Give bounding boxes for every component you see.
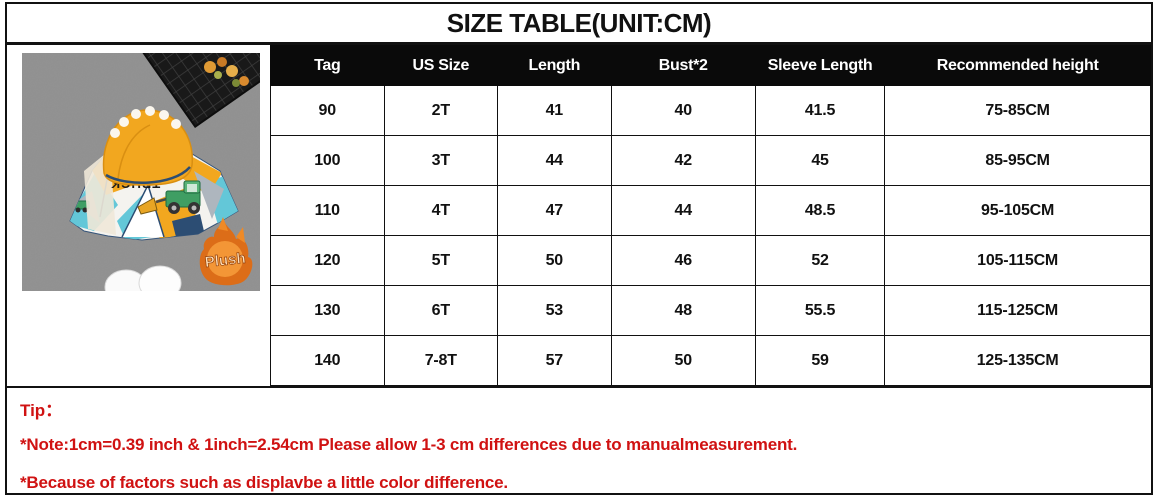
table-row: 140 7-8T 57 50 59 125-135CM (270, 335, 1151, 386)
header-cell: US Size (383, 45, 499, 86)
table-row: 90 2T 41 40 41.5 75-85CM (270, 85, 1151, 136)
table-cell: 4T (383, 185, 499, 236)
table-cell: 115-125CM (884, 285, 1151, 336)
table-cell: 105-115CM (884, 235, 1151, 286)
table-cell: 44 (497, 135, 612, 186)
table-cell: 45 (754, 135, 886, 186)
table-cell: 46 (610, 235, 756, 286)
table-cell: 41 (497, 85, 612, 136)
table-cell: 52 (754, 235, 886, 286)
table-cell: 55.5 (754, 285, 886, 336)
table-row: 110 4T 47 44 48.5 95-105CM (270, 185, 1151, 236)
header-cell: Recommended height (884, 45, 1151, 86)
table-cell: 48 (610, 285, 756, 336)
header-cell: Length (497, 45, 612, 86)
table-cell: 44 (610, 185, 756, 236)
table-cell: 5T (383, 235, 499, 286)
table-cell: 75-85CM (884, 85, 1151, 136)
size-table-body: 90 2T 41 40 41.5 75-85CM 100 3T 44 42 45 85-95CM 110… (270, 85, 1151, 386)
tip-label: Tip： (20, 401, 63, 420)
table-cell: 7-8T (383, 335, 499, 386)
white-shoes (104, 265, 182, 291)
table-cell: 85-95CM (884, 135, 1151, 186)
page-title: SIZE TABLE(UNIT:CM) (7, 4, 1151, 45)
table-header-row: Tag US Size Length Bust*2 Sleeve Length Recom… (270, 45, 1151, 86)
table-cell: 110 (270, 185, 385, 236)
product-photo-illustration: TRUCK (22, 53, 260, 291)
table-cell: 59 (754, 335, 886, 386)
tips-section: Tip： *Note:1cm=0.39 inch & 1inch=2.54cm … (7, 388, 1151, 493)
table-cell: 53 (497, 285, 612, 336)
table-cell: 95-105CM (884, 185, 1151, 236)
main-content: TRUCK (7, 45, 1151, 388)
table-cell: 41.5 (754, 85, 886, 136)
knit-mat (136, 53, 260, 129)
table-cell: 140 (270, 335, 385, 386)
table-row: 130 6T 53 48 55.5 115-125CM (270, 285, 1151, 336)
chart-frame: SIZE TABLE(UNIT:CM) (5, 2, 1153, 495)
table-row: 100 3T 44 42 45 85-95CM (270, 135, 1151, 186)
hood-fleece-trim (110, 106, 181, 138)
table-cell: 47 (497, 185, 612, 236)
table-cell: 50 (610, 335, 756, 386)
product-photo: TRUCK (22, 53, 260, 291)
table-cell: 50 (497, 235, 612, 286)
table-cell: 57 (497, 335, 612, 386)
table-cell: 6T (383, 285, 499, 336)
table-cell: 40 (610, 85, 756, 136)
table-cell: 2T (383, 85, 499, 136)
table-cell: 42 (610, 135, 756, 186)
table-row: 120 5T 50 46 52 105-115CM (270, 235, 1151, 286)
flowers (204, 57, 249, 87)
truck-graphic (137, 180, 201, 215)
header-cell: Sleeve Length (754, 45, 886, 86)
table-cell: 3T (383, 135, 499, 186)
size-table: Tag US Size Length Bust*2 Sleeve Length Recom… (270, 45, 1151, 386)
plush-badge: Plush (199, 217, 253, 286)
tip-note: *Note:1cm=0.39 inch & 1inch=2.54cm Pleas… (20, 435, 798, 454)
tip-color-note: *Because of factors such as displavbe a … (20, 473, 508, 492)
table-cell: 90 (270, 85, 385, 136)
header-cell: Bust*2 (610, 45, 756, 86)
plush-badge-label: Plush (204, 250, 246, 271)
header-cell: Tag (270, 45, 385, 86)
table-cell: 125-135CM (884, 335, 1151, 386)
product-panel: TRUCK (7, 45, 270, 386)
table-cell: 100 (270, 135, 385, 186)
table-cell: 120 (270, 235, 385, 286)
table-cell: 130 (270, 285, 385, 336)
size-table-area: Tag US Size Length Bust*2 Sleeve Length Recom… (270, 45, 1151, 386)
table-cell: 48.5 (754, 185, 886, 236)
